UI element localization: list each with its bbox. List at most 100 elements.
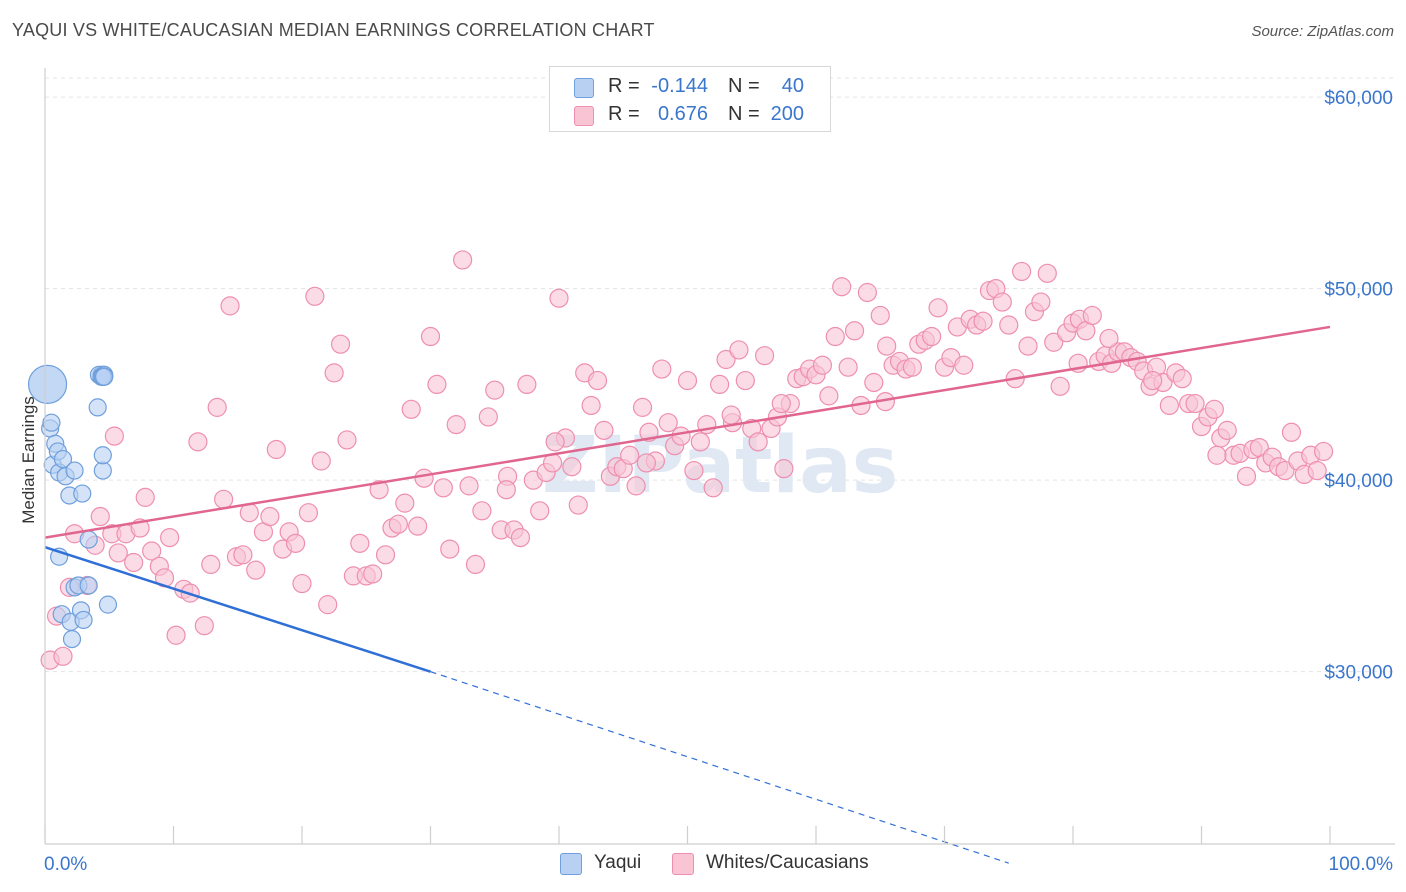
white-point [636,453,656,473]
white-point [735,370,755,391]
yaqui-trend-line [44,545,431,673]
white-point [420,326,441,347]
white-trend-line [44,325,1331,539]
white-point [369,480,389,500]
white-point [375,545,396,565]
white-point [1313,441,1334,462]
white-point [690,432,710,452]
x-tick-label: 100.0% [1329,854,1394,875]
legend-row-white: R = 0.676 N = 200 [550,101,830,129]
white-point [305,286,325,306]
white-point [318,595,338,615]
white-point [877,336,897,356]
y-tick-label: $30,000 [1324,663,1393,684]
white-point [658,413,678,433]
yaqui-point [62,629,82,649]
white-point [838,357,858,377]
white-point [973,311,993,331]
white-point [671,426,691,446]
yaqui-point [98,595,118,614]
white-swatch [574,106,594,126]
white-point [844,321,865,341]
white-point [510,527,531,548]
white-point [594,420,614,440]
yaqui-point [93,446,112,465]
white-point [324,363,344,383]
yaqui-point [93,461,112,480]
white-point [581,395,601,416]
white-point [285,533,306,553]
yaqui-point [53,449,73,469]
white-point [517,374,537,394]
white-point [1236,466,1257,486]
white-point [201,554,221,575]
source-label: Source: ZipAtlas.com [1251,23,1394,40]
white-point [928,298,948,318]
legend-n-label: N = [728,75,760,97]
white-point [1050,376,1070,396]
yaqui-point [73,484,92,503]
white-point [771,393,791,414]
white-point [124,552,144,573]
white-point [1099,328,1119,349]
white-point [825,326,845,347]
white-point [632,397,653,417]
legend-n-value: 200 [770,103,804,125]
white-point [465,554,486,575]
white-point [440,539,460,559]
yaqui-point [74,610,93,630]
white-point [530,501,550,521]
white-point [1217,420,1237,440]
white-point [427,374,447,394]
y-tick-label: $40,000 [1324,471,1393,492]
white-point [703,478,723,498]
white-point [337,430,357,450]
legend-r-label: R = [608,75,640,97]
white-point [401,399,421,419]
white-point [1307,460,1327,481]
white-point [350,533,370,553]
white-point [453,250,473,270]
white-point [545,432,565,452]
y-tick-label: $50,000 [1324,280,1393,301]
yaqui-point [95,367,114,386]
white-point [330,334,351,354]
white-point [260,506,280,527]
white-point [587,370,608,391]
white-point [1159,395,1179,416]
y-tick-label: $60,000 [1324,88,1393,109]
white-point [562,457,582,477]
y-axis-label: Median Earnings [19,396,38,524]
white-point [857,282,878,303]
yaqui-point [79,576,98,595]
white-point [194,616,214,636]
yaqui-point [79,530,98,549]
white-point [620,445,640,465]
white-point [812,355,833,375]
white-point [459,476,479,496]
white-point [207,397,227,417]
yaqui-point [27,364,68,404]
legend-n-label: N = [728,103,760,125]
white-point [864,372,884,393]
white-point [233,545,253,565]
white-point [395,493,415,513]
white-point [721,405,741,425]
white-point [626,476,646,496]
white-point [1018,336,1038,356]
white-point [1044,332,1064,352]
white-point [1204,399,1224,419]
white-point [549,288,569,308]
white-legend-label: Whites/Caucasians [706,852,869,873]
white-point [246,560,266,580]
white-legend-swatch [672,853,694,875]
watermark: ZIPatlas [542,421,898,511]
white-point [1037,263,1057,283]
white-point [414,468,434,488]
white-point [388,514,408,534]
yaqui-swatch [574,78,594,98]
white-point [311,451,331,471]
white-point [496,480,516,500]
white-point [729,340,749,360]
